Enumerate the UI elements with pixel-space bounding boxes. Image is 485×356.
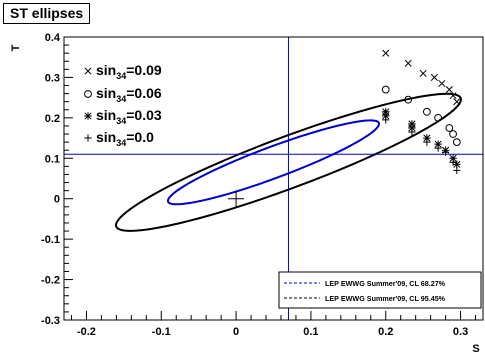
point-s1-3 [419, 69, 427, 77]
legend-label-2: sin34=0.06 [96, 85, 162, 104]
point-s1-1 [382, 49, 390, 57]
legend-marker-4 [84, 134, 92, 142]
point-s3-5 [423, 134, 431, 142]
point-s2-5 [445, 124, 454, 132]
y-tick-label: -0.1 [41, 234, 60, 246]
x-tick-label: 0.1 [303, 326, 318, 338]
data-points [381, 49, 461, 175]
x-tick-label: 0 [233, 326, 239, 338]
point-s1-2 [404, 59, 412, 67]
ellipse-legend-label-2: LEP EWWG Summer'09, CL 95.45% [325, 294, 446, 303]
legend-label-4: sin34=0.0 [96, 129, 154, 148]
point-s4-7 [453, 166, 461, 175]
point-s2-7 [452, 138, 461, 147]
point-s1-6 [445, 86, 453, 94]
x-axis-label: S [472, 343, 479, 355]
point-s4-2 [408, 128, 416, 136]
point-s3-6 [434, 140, 442, 148]
point-s3-4 [408, 124, 416, 132]
reference-point-marker [228, 190, 245, 207]
series-legend: sin34=0.09 sin34=0.06 sin34=0.03 sin34=0.0 [84, 62, 162, 148]
point-s2-1 [381, 85, 390, 94]
axes: -0.2 -0.1 0 0.1 0.2 0.3 -0.3 -0.2 -0.1 0 0.1 0.2 0.3… [41, 32, 477, 338]
x-tick-label: -0.2 [77, 326, 96, 338]
ellipse-legend: LEP EWWG Summer'09, CL 68.27% LEP EWWG Su… [278, 271, 482, 309]
point-s4-3 [423, 138, 431, 146]
y-tick-label: 0.2 [45, 113, 60, 125]
legend-marker-3 [84, 112, 92, 120]
point-s3-9 [453, 160, 461, 169]
y-tick-label: 0.1 [45, 153, 60, 165]
point-s2-4 [434, 113, 443, 122]
point-s2-2 [404, 95, 413, 104]
point-s2-6 [449, 130, 457, 138]
y-tick-label: -0.2 [41, 275, 60, 287]
x-tick-label: -0.1 [152, 326, 171, 338]
legend-marker-2 [84, 90, 92, 98]
ellipse-legend-label-1: LEP EWWG Summer'09, CL 68.27% [325, 279, 446, 288]
y-axis-label: T [10, 44, 22, 51]
y-tick-label: 0 [54, 194, 60, 206]
point-s1-7 [449, 92, 457, 100]
point-s4-1 [382, 116, 390, 124]
point-s3-8 [449, 154, 457, 163]
point-s3-1 [381, 107, 390, 116]
y-tick-label: 0.3 [45, 72, 60, 84]
point-s3-2 [381, 112, 390, 120]
point-s1-8 [453, 98, 461, 106]
ellipse-legend-box [278, 271, 482, 309]
y-tick-label: -0.3 [41, 315, 60, 327]
point-s1-4 [430, 73, 438, 81]
point-s4-5 [441, 148, 450, 156]
legend-marker-1 [84, 67, 92, 75]
point-s3-3 [408, 120, 416, 128]
confidence-ellipses [114, 92, 462, 232]
x-tick-label: 0.2 [378, 326, 393, 338]
point-s1-5 [438, 79, 446, 88]
legend-label-3: sin34=0.03 [96, 107, 162, 126]
point-s4-4 [434, 144, 442, 152]
legend-label-1: sin34=0.09 [96, 62, 162, 81]
chart-title: ST ellipses [3, 3, 91, 24]
point-s4-6 [449, 158, 457, 166]
y-tick-label: 0.4 [45, 32, 61, 44]
ellipse-cl-2 [114, 92, 462, 232]
point-s2-3 [422, 107, 431, 116]
ellipse-cl-1 [166, 119, 381, 206]
x-tick-label: 0.3 [453, 326, 468, 338]
plot-frame [63, 36, 484, 321]
